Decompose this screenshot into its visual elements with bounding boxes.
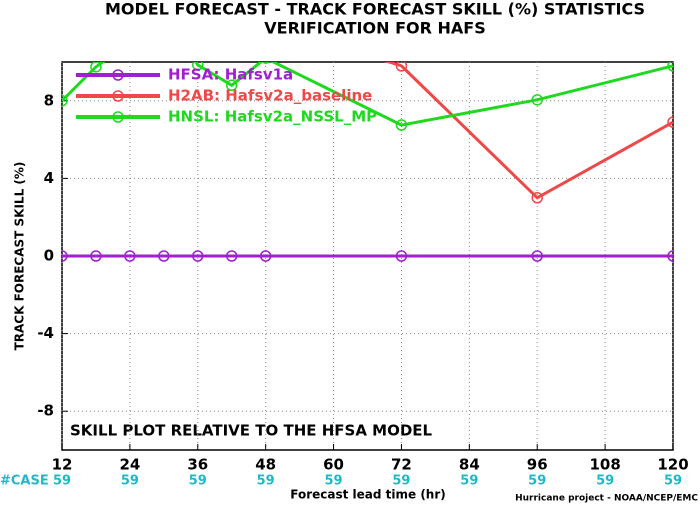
legend-label: H2AB: Hafsv2a_baseline (168, 87, 372, 105)
chart-subtitle: VERIFICATION FOR HAFS (264, 19, 485, 38)
plot-area (57, 18, 673, 262)
case-count: 59 (664, 474, 682, 489)
data-point (225, 79, 238, 92)
data-point (192, 62, 204, 71)
y-tick-label: 0 (44, 247, 54, 265)
data-point (531, 250, 543, 262)
data-point (395, 119, 408, 131)
annotation: SKILL PLOT RELATIVE TO THE HFSA MODEL (70, 422, 433, 440)
x-tick-label: 96 (527, 456, 548, 474)
y-tick-label: -8 (37, 402, 54, 420)
y-tick-label: 4 (44, 169, 54, 187)
footer: Hurricane project - NOAA/NCEP/EMC (515, 494, 698, 504)
case-count: 59 (257, 474, 275, 489)
data-point (259, 250, 272, 262)
data-point (395, 62, 408, 72)
chart-title: MODEL FORECAST - TRACK FORECAST SKILL (%… (105, 0, 645, 19)
data-point (667, 116, 673, 128)
y-tick-label: -4 (37, 324, 54, 342)
data-point (158, 250, 170, 262)
x-tick-label: 72 (391, 456, 412, 474)
data-point (90, 62, 102, 73)
data-point (667, 62, 673, 72)
x-tick-label: 36 (187, 456, 208, 474)
x-tick-label: 120 (657, 456, 688, 474)
legend-label: HFSA: Hafsv1a (168, 66, 293, 84)
series-line (62, 62, 673, 127)
case-count: 59 (325, 474, 343, 489)
x-tick-label: 108 (589, 456, 620, 474)
legend-label: HNSL: Hafsv2a_NSSL_MP (168, 108, 377, 126)
case-count: 59 (392, 474, 410, 489)
case-count: 59 (596, 474, 614, 489)
y-tick-label: 8 (44, 91, 54, 109)
x-tick-label: 84 (459, 456, 480, 474)
case-count: 59 (528, 474, 546, 489)
data-point (90, 250, 102, 262)
data-point (531, 94, 543, 106)
legend-marker (112, 111, 124, 123)
series-line (384, 62, 673, 200)
data-point (62, 95, 68, 107)
data-point (125, 38, 135, 48)
data-point (395, 250, 408, 262)
x-tick-label: 60 (323, 456, 344, 474)
case-count: 59 (189, 474, 207, 489)
data-point (667, 250, 673, 262)
x-tick-label: 24 (119, 456, 140, 474)
data-point (91, 18, 101, 28)
data-point (124, 250, 136, 262)
data-point (192, 250, 204, 262)
data-point (261, 62, 270, 64)
data-point (57, 38, 67, 48)
legend-marker (112, 90, 124, 102)
data-point (225, 250, 238, 262)
x-tick-label: 12 (52, 456, 73, 474)
case-count: 59 (460, 474, 478, 489)
x-tick-label: 48 (255, 456, 276, 474)
case-label: #CASE (0, 474, 49, 489)
data-point (62, 250, 68, 262)
x-axis-label: Forecast lead time (hr) (290, 488, 446, 502)
data-point (531, 192, 543, 204)
case-count: 59 (53, 474, 71, 489)
case-count: 59 (121, 474, 139, 489)
legend-marker (112, 69, 124, 81)
y-axis-label: TRACK FORECAST SKILL (%) (13, 162, 27, 351)
